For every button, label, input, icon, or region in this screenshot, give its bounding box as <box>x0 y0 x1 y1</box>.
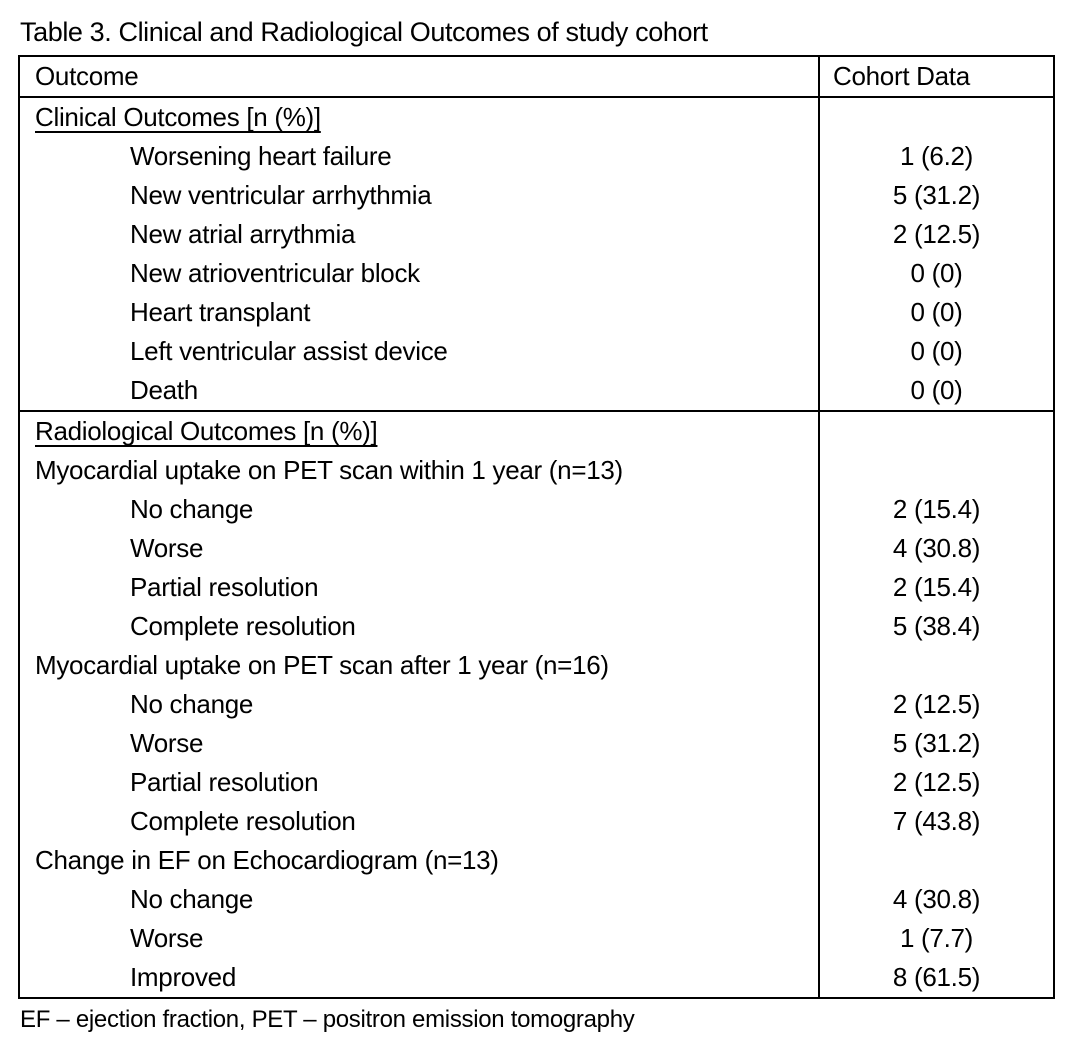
outcome-label: No change <box>130 494 254 524</box>
header-row: Outcome Cohort Data <box>19 56 1054 98</box>
cohort-value: 5 (31.2) <box>818 176 1054 215</box>
subgroup-heading: Change in EF on Echocardiogram (n=13) <box>35 845 499 875</box>
cohort-value: 4 (30.8) <box>818 880 1054 919</box>
outcome-label: New ventricular arrhythmia <box>130 180 432 210</box>
table-row: Complete resolution 7 (43.8) <box>19 802 1054 841</box>
column-header-cohort-data: Cohort Data <box>818 56 1054 98</box>
subgroup-heading-row: Change in EF on Echocardiogram (n=13) <box>19 841 1054 880</box>
subgroup-heading: Myocardial uptake on PET scan within 1 y… <box>35 455 623 485</box>
table-row: No change 2 (12.5) <box>19 685 1054 724</box>
table-row: Death 0 (0) <box>19 371 1054 411</box>
cohort-value: 2 (12.5) <box>818 763 1054 802</box>
empty-cell <box>818 646 1054 685</box>
outcome-label: Worse <box>130 923 204 953</box>
table-row: Partial resolution 2 (12.5) <box>19 763 1054 802</box>
table-row: Worse 5 (31.2) <box>19 724 1054 763</box>
outcomes-table: Outcome Cohort Data Clinical Outcomes [n… <box>18 55 1055 999</box>
outcome-label: New atrioventricular block <box>130 258 420 288</box>
outcome-label: Heart transplant <box>130 297 311 327</box>
section-heading-row: Radiological Outcomes [n (%)] <box>19 410 1054 451</box>
cohort-value: 7 (43.8) <box>818 802 1054 841</box>
outcome-label: Partial resolution <box>130 572 319 602</box>
table-row: Partial resolution 2 (15.4) <box>19 568 1054 607</box>
table-row: No change 4 (30.8) <box>19 880 1054 919</box>
table-row: New atrial arrythmia 2 (12.5) <box>19 215 1054 254</box>
outcome-label: Improved <box>130 962 236 992</box>
subgroup-heading: Myocardial uptake on PET scan after 1 ye… <box>35 650 609 680</box>
cohort-value: 1 (6.2) <box>818 137 1054 176</box>
outcome-label: Worsening heart failure <box>130 141 392 171</box>
cohort-value: 0 (0) <box>818 332 1054 371</box>
table-row: Improved 8 (61.5) <box>19 958 1054 998</box>
outcome-label: Complete resolution <box>130 611 356 641</box>
empty-cell <box>818 841 1054 880</box>
table-row: No change 2 (15.4) <box>19 490 1054 529</box>
table-row: New ventricular arrhythmia 5 (31.2) <box>19 176 1054 215</box>
cohort-value: 5 (31.2) <box>818 724 1054 763</box>
cohort-value: 1 (7.7) <box>818 919 1054 958</box>
table-row: Worse 1 (7.7) <box>19 919 1054 958</box>
radiological-outcomes-section: Radiological Outcomes [n (%)] Myocardial… <box>19 410 1054 998</box>
clinical-outcomes-section: Clinical Outcomes [n (%)] Worsening hear… <box>19 97 1054 411</box>
table-row: Worsening heart failure 1 (6.2) <box>19 137 1054 176</box>
outcome-label: No change <box>130 884 254 914</box>
cohort-value: 5 (38.4) <box>818 607 1054 646</box>
table-row: Left ventricular assist device 0 (0) <box>19 332 1054 371</box>
table-row: Complete resolution 5 (38.4) <box>19 607 1054 646</box>
empty-cell <box>818 410 1054 451</box>
clinical-outcomes-heading: Clinical Outcomes [n (%)] <box>35 102 321 132</box>
outcome-label: New atrial arrythmia <box>130 219 356 249</box>
subgroup-heading-row: Myocardial uptake on PET scan after 1 ye… <box>19 646 1054 685</box>
cohort-value: 2 (12.5) <box>818 685 1054 724</box>
outcome-label: Worse <box>130 533 204 563</box>
outcome-label: Complete resolution <box>130 806 356 836</box>
table-title: Table 3. Clinical and Radiological Outco… <box>20 17 708 47</box>
cohort-value: 2 (15.4) <box>818 490 1054 529</box>
column-header-outcome: Outcome <box>19 56 819 98</box>
outcome-label: No change <box>130 689 254 719</box>
subgroup-heading-row: Myocardial uptake on PET scan within 1 y… <box>19 451 1054 490</box>
cohort-value: 0 (0) <box>818 293 1054 332</box>
abbreviations-footnote: EF – ejection fraction, PET – positron e… <box>20 1006 635 1033</box>
outcome-label: Death <box>130 375 198 405</box>
section-heading-row: Clinical Outcomes [n (%)] <box>19 97 1054 137</box>
cohort-value: 0 (0) <box>818 371 1054 411</box>
table-row: New atrioventricular block 0 (0) <box>19 254 1054 293</box>
cohort-value: 4 (30.8) <box>818 529 1054 568</box>
table-row: Worse 4 (30.8) <box>19 529 1054 568</box>
cohort-value: 2 (15.4) <box>818 568 1054 607</box>
outcome-label: Worse <box>130 728 204 758</box>
cohort-value: 0 (0) <box>818 254 1054 293</box>
cohort-value: 8 (61.5) <box>818 958 1054 998</box>
outcome-label: Partial resolution <box>130 767 319 797</box>
empty-cell <box>818 97 1054 137</box>
radiological-outcomes-heading: Radiological Outcomes [n (%)] <box>35 416 378 446</box>
cohort-value: 2 (12.5) <box>818 215 1054 254</box>
empty-cell <box>818 451 1054 490</box>
table-row: Heart transplant 0 (0) <box>19 293 1054 332</box>
outcome-label: Left ventricular assist device <box>130 336 448 366</box>
